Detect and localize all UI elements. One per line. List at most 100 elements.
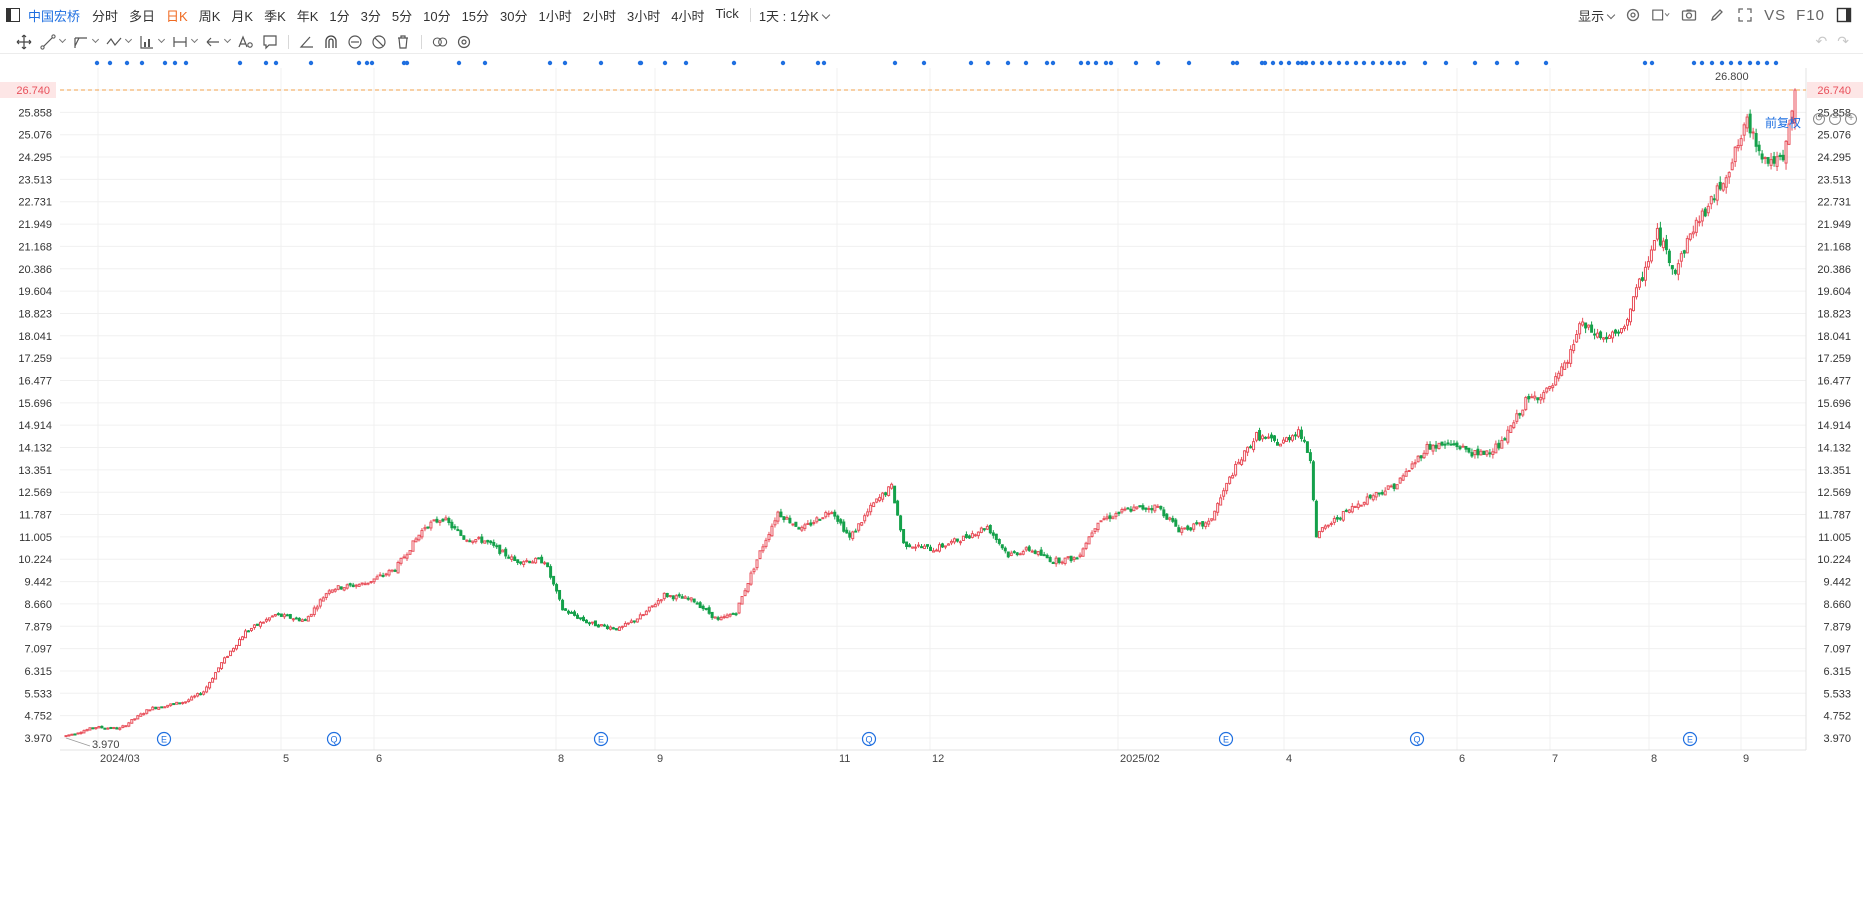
candle[interactable] xyxy=(184,701,188,704)
candle[interactable] xyxy=(1685,238,1689,254)
event-dot[interactable] xyxy=(107,60,113,66)
candle[interactable] xyxy=(264,618,268,622)
candle[interactable] xyxy=(1219,497,1223,506)
candle[interactable] xyxy=(1267,436,1271,439)
candle[interactable] xyxy=(1440,441,1444,446)
candle[interactable] xyxy=(587,622,591,625)
indicator-tool[interactable] xyxy=(139,32,166,52)
candle[interactable] xyxy=(1302,439,1306,442)
candle[interactable] xyxy=(1117,511,1121,514)
move-icon[interactable] xyxy=(16,32,32,52)
candle[interactable] xyxy=(1563,362,1567,370)
candle[interactable] xyxy=(1278,443,1282,447)
kline-chart[interactable]: 25.858 25.858 25.076 25.076 24.295 24.295 23.5… xyxy=(0,54,1863,917)
candle[interactable] xyxy=(1775,156,1779,167)
candle[interactable] xyxy=(336,585,340,590)
event-dot[interactable] xyxy=(1370,60,1376,66)
candle[interactable] xyxy=(330,589,334,593)
candle[interactable] xyxy=(917,544,921,547)
candle[interactable] xyxy=(1655,227,1659,240)
candle[interactable] xyxy=(1033,550,1037,554)
event-dot[interactable] xyxy=(1737,60,1743,66)
event-dot[interactable] xyxy=(1494,60,1500,66)
candle[interactable] xyxy=(1590,324,1594,333)
candle[interactable] xyxy=(988,524,992,534)
candle[interactable] xyxy=(85,729,89,732)
candle[interactable] xyxy=(1045,554,1049,559)
candle[interactable] xyxy=(1500,440,1504,449)
event-dot[interactable] xyxy=(1078,60,1084,66)
candle[interactable] xyxy=(1416,455,1420,463)
candle[interactable] xyxy=(133,718,137,721)
candle[interactable] xyxy=(1389,485,1393,488)
event-dot[interactable] xyxy=(1085,60,1091,66)
candle[interactable] xyxy=(1455,442,1459,447)
candle[interactable] xyxy=(800,526,804,531)
candle[interactable] xyxy=(196,693,200,697)
interval-select[interactable]: 1天 : 1分K xyxy=(759,6,831,25)
candle[interactable] xyxy=(970,533,974,538)
candle[interactable] xyxy=(1084,542,1088,549)
candle[interactable] xyxy=(255,623,259,626)
event-dot[interactable] xyxy=(821,60,827,66)
event-dot[interactable] xyxy=(124,60,130,66)
candle[interactable] xyxy=(1628,308,1632,323)
candle[interactable] xyxy=(929,546,933,552)
candle[interactable] xyxy=(1105,516,1109,520)
candle[interactable] xyxy=(905,541,909,547)
candle[interactable] xyxy=(872,502,876,508)
candle[interactable] xyxy=(812,521,816,524)
period-tab-3[interactable]: 周K xyxy=(198,8,221,24)
candle[interactable] xyxy=(827,512,831,515)
candle[interactable] xyxy=(582,616,586,622)
candle[interactable] xyxy=(1317,530,1321,539)
candle[interactable] xyxy=(306,616,310,622)
candle[interactable] xyxy=(291,618,295,621)
event-dot[interactable] xyxy=(1699,60,1705,66)
candle[interactable] xyxy=(866,511,870,516)
candle[interactable] xyxy=(614,628,618,631)
period-tab-7[interactable]: 1分 xyxy=(329,8,350,24)
candle[interactable] xyxy=(1051,562,1055,565)
event-marker-E[interactable] xyxy=(1682,731,1698,747)
candle[interactable] xyxy=(1374,491,1378,498)
candle[interactable] xyxy=(480,536,484,543)
candle[interactable] xyxy=(1485,450,1489,456)
candle[interactable] xyxy=(381,574,385,577)
event-dot[interactable] xyxy=(562,60,568,66)
candle[interactable] xyxy=(1614,329,1618,334)
event-dot[interactable] xyxy=(1286,60,1292,66)
candle[interactable] xyxy=(1676,263,1680,275)
candle[interactable] xyxy=(1709,196,1713,205)
event-marker-E[interactable] xyxy=(156,731,172,747)
candle[interactable] xyxy=(468,540,472,543)
candle[interactable] xyxy=(695,602,699,605)
candle[interactable] xyxy=(1180,528,1184,533)
candle[interactable] xyxy=(1273,435,1277,441)
magnet-icon[interactable] xyxy=(323,32,339,52)
candle[interactable] xyxy=(1380,492,1384,495)
candle[interactable] xyxy=(223,657,227,664)
trend-line-tool[interactable] xyxy=(40,32,67,52)
candle[interactable] xyxy=(1739,138,1743,146)
candle[interactable] xyxy=(590,621,594,624)
candle[interactable] xyxy=(175,701,179,705)
candle[interactable] xyxy=(537,557,541,560)
period-tab-15[interactable]: 3小时 xyxy=(626,8,661,24)
candle[interactable] xyxy=(1620,328,1624,333)
f10-button[interactable]: F10 xyxy=(1796,6,1825,24)
candle[interactable] xyxy=(1769,159,1773,166)
candle[interactable] xyxy=(683,596,687,599)
event-dot[interactable] xyxy=(1093,60,1099,66)
event-dot[interactable] xyxy=(1422,60,1428,66)
candle[interactable] xyxy=(1542,391,1546,400)
candle[interactable] xyxy=(911,546,915,549)
candle[interactable] xyxy=(1673,269,1677,274)
event-dot[interactable] xyxy=(1336,60,1342,66)
candle[interactable] xyxy=(97,726,101,729)
event-dot[interactable] xyxy=(1387,60,1393,66)
candle[interactable] xyxy=(1386,485,1390,490)
candle[interactable] xyxy=(890,483,894,489)
candle[interactable] xyxy=(1793,89,1797,123)
candle[interactable] xyxy=(417,534,421,541)
